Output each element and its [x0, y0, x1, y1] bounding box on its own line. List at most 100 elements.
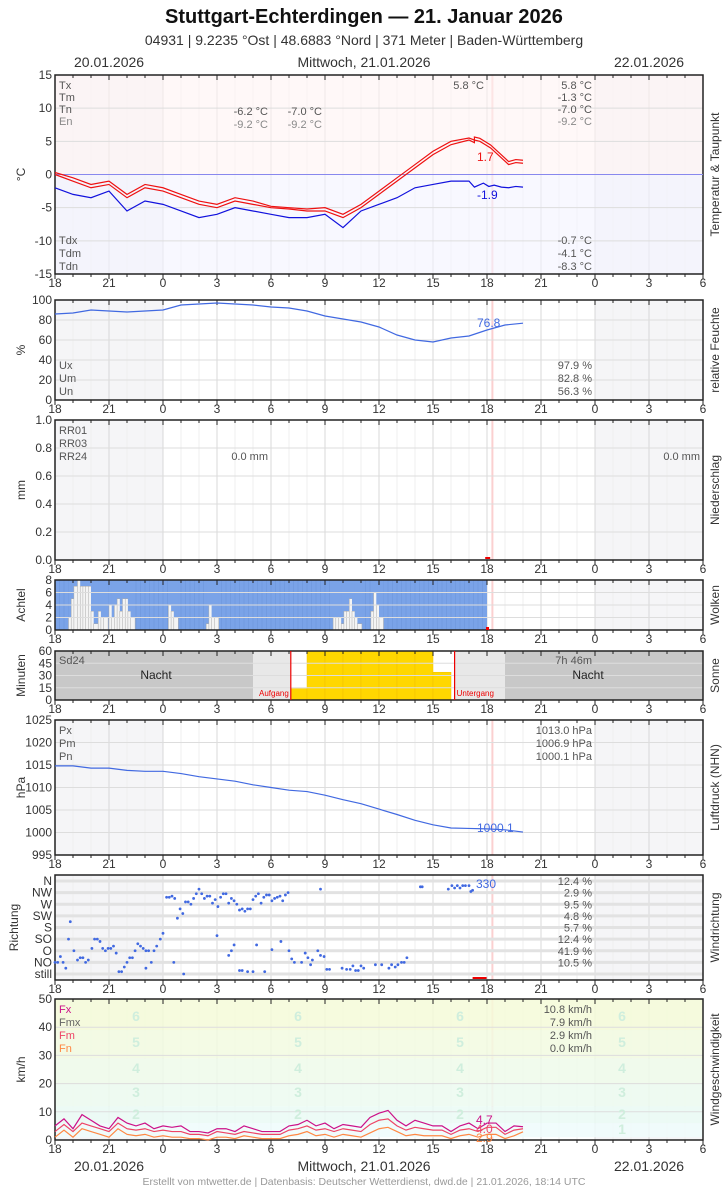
stat-value: 41.9 % — [558, 946, 592, 958]
y-tick-label: 4 — [45, 598, 52, 612]
cloud-bar — [335, 580, 341, 618]
x-tick-label: 9 — [322, 702, 329, 716]
direction-point — [450, 884, 454, 888]
panel-title: Wolken — [708, 585, 722, 625]
direction-point — [182, 972, 186, 976]
x-tick-label: 21 — [534, 1142, 548, 1156]
direction-point — [176, 916, 179, 920]
direction-point — [235, 902, 239, 906]
x-tick-label: 15 — [426, 562, 440, 576]
direction-point — [200, 892, 204, 896]
x-tick-label: 3 — [214, 857, 221, 871]
direction-point — [254, 894, 258, 898]
stat-value: -4.1 °C — [558, 248, 592, 260]
x-tick-label: 6 — [268, 632, 275, 646]
legend-label: Fn — [59, 1043, 72, 1055]
y-tick-label: 6 — [45, 586, 52, 600]
y-tick-label: 40 — [39, 1020, 53, 1034]
clear-bar — [214, 617, 220, 631]
direction-point — [275, 895, 279, 899]
direction-label: SW — [33, 909, 53, 923]
direction-point — [219, 895, 223, 899]
y-tick-label: 20 — [39, 373, 53, 387]
y-tick-label: 1.0 — [35, 413, 52, 427]
direction-point — [238, 908, 241, 912]
direction-label: S — [44, 921, 52, 935]
x-tick-label: 18 — [48, 702, 62, 716]
x-tick-label: 18 — [48, 632, 62, 646]
stat-value: 1000.1 hPa — [536, 751, 593, 763]
x-tick-label: 15 — [426, 1142, 440, 1156]
y-tick-label: 10 — [39, 1105, 53, 1119]
en-value: -9.2 °C — [288, 119, 322, 131]
direction-label: still — [35, 967, 52, 981]
panel-title: Luftdruck (NHN) — [708, 744, 722, 831]
beaufort-band — [55, 1030, 703, 1059]
direction-point — [356, 969, 360, 972]
x-tick-label: 21 — [534, 632, 548, 646]
direction-point — [165, 895, 169, 899]
direction-point — [455, 884, 459, 888]
beaufort-label: 1 — [618, 1121, 626, 1137]
x-tick-label: 0 — [592, 857, 599, 871]
direction-point — [109, 947, 113, 950]
y-tick-label: 0.4 — [35, 497, 52, 511]
legend-label: Fm — [59, 1030, 75, 1042]
cloud-bar — [379, 580, 384, 618]
y-tick-label: 30 — [39, 1048, 53, 1062]
y-tick-label: 60 — [39, 644, 53, 658]
day-total: 0.0 mm — [663, 451, 700, 463]
x-tick-label: 15 — [426, 982, 440, 996]
wind-fn-line — [54, 1126, 524, 1141]
last-pressure: 1000.1 — [477, 821, 514, 835]
direction-point — [306, 956, 310, 960]
y-tick-label: 1015 — [25, 758, 52, 772]
x-tick-label: 3 — [214, 402, 221, 416]
beaufort-label: 2 — [618, 1106, 626, 1122]
stat-value: 1006.9 hPa — [536, 738, 593, 750]
direction-point — [311, 958, 314, 962]
direction-point — [90, 947, 94, 950]
x-tick-label: 18 — [480, 857, 494, 871]
direction-point — [461, 884, 465, 888]
legend-label: En — [59, 116, 72, 128]
x-tick-label: 6 — [268, 982, 275, 996]
date-right: 22.01.2026 — [614, 54, 685, 70]
direction-point — [471, 888, 474, 892]
direction-point — [161, 931, 165, 935]
beaufort-label: 5 — [456, 1034, 464, 1050]
y-axis-label: hPa — [14, 777, 28, 799]
direction-point — [316, 949, 320, 953]
x-tick-label: 9 — [322, 402, 329, 416]
x-tick-label: 15 — [426, 857, 440, 871]
direction-point — [136, 942, 140, 946]
cloud-bar — [173, 580, 179, 618]
date-center: Mittwoch, 21.01.2026 — [297, 54, 431, 70]
direction-point — [95, 937, 99, 941]
dewpoint-line — [54, 180, 524, 229]
x-tick-label: 21 — [102, 402, 116, 416]
direction-point — [230, 897, 233, 900]
last-direction: 330 — [476, 877, 496, 891]
x-tick-label: 21 — [102, 562, 116, 576]
x-tick-label: 9 — [322, 632, 329, 646]
direction-label: N — [43, 874, 52, 888]
last-dew: -1.9 — [477, 188, 498, 202]
direction-point — [149, 960, 153, 964]
date-left: 20.01.2026 — [74, 54, 145, 70]
stat-value: 12.4 % — [558, 934, 592, 946]
direction-point — [184, 900, 187, 904]
direction-point — [284, 893, 287, 897]
y-axis-label: % — [14, 344, 28, 355]
legend-label: Px — [59, 725, 72, 737]
direction-point — [402, 960, 406, 964]
stat-value: -7.0 °C — [558, 104, 592, 116]
direction-point — [246, 907, 250, 911]
direction-point — [227, 954, 231, 957]
beaufort-band — [55, 1058, 703, 1084]
direction-point — [172, 960, 176, 964]
en-value: -9.2 °C — [234, 119, 268, 131]
cloud-bar — [98, 580, 103, 612]
sunset-label: Untergang — [457, 689, 494, 698]
